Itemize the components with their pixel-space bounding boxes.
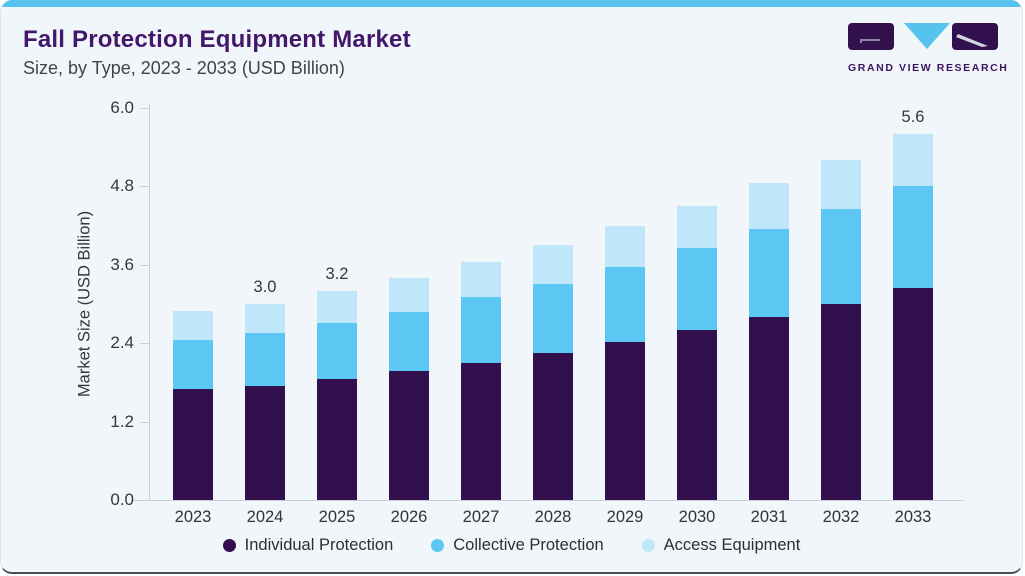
bar-segment-collective-protection: [173, 339, 213, 389]
bar-segment-individual-protection: [677, 330, 717, 500]
bar-segment-collective-protection: [461, 297, 501, 363]
x-tick-label: 2026: [390, 508, 428, 526]
bar-segment-collective-protection: [533, 284, 573, 353]
bar-segment-access-equipment: [533, 245, 573, 285]
page-subtitle: Size, by Type, 2023 - 2033 (USD Billion): [23, 58, 345, 78]
bar-segment-access-equipment: [821, 160, 861, 210]
x-tick-label: 2024: [246, 508, 284, 526]
bar-segment-individual-protection: [893, 287, 933, 500]
legend-item-access-equipment: Access Equipment: [641, 536, 801, 555]
x-axis-line: [131, 500, 964, 501]
legend-dot-icon: [431, 539, 445, 552]
x-tick-label: 2025: [318, 508, 356, 526]
bar-segment-access-equipment: [605, 225, 645, 267]
legend-item-collective-protection: Collective Protection: [431, 536, 604, 555]
y-tick-mark: [140, 500, 149, 501]
bar-segment-access-equipment: [245, 304, 285, 334]
y-axis-line: [149, 103, 150, 500]
y-tick-label: 2.4: [110, 333, 134, 353]
page-title: Fall Protection Equipment Market: [23, 26, 411, 53]
bar-segment-individual-protection: [749, 317, 789, 500]
bar-segment-individual-protection: [317, 379, 357, 500]
x-tick-label: 2033: [894, 508, 932, 526]
y-tick-label: 4.8: [110, 176, 134, 196]
bar-segment-access-equipment: [461, 261, 501, 298]
gvr-logo-icon: [848, 23, 998, 50]
legend-label: Access Equipment: [663, 536, 801, 554]
bar-segment-access-equipment: [677, 206, 717, 249]
y-tick-mark: [140, 343, 149, 345]
bar-segment-access-equipment: [173, 310, 213, 340]
bar-segment-collective-protection: [245, 333, 285, 386]
bar-segment-collective-protection: [893, 186, 933, 288]
bar-segment-access-equipment: [389, 277, 429, 312]
bar-segment-access-equipment: [749, 183, 789, 229]
y-tick-label: 1.2: [110, 411, 134, 431]
legend: Individual Protection Collective Protecti…: [1, 536, 1022, 555]
accent-top-strip: [1, 0, 1022, 7]
x-tick-label: 2032: [822, 508, 860, 526]
bar-segment-collective-protection: [821, 209, 861, 304]
bar-segment-access-equipment: [893, 134, 933, 187]
bar-segment-individual-protection: [605, 341, 645, 500]
x-tick-label: 2029: [606, 508, 644, 526]
y-tick-label: 0.0: [110, 490, 134, 509]
y-axis-title: Market Size (USD Billion): [75, 210, 94, 398]
y-tick-mark: [140, 186, 149, 188]
bar-segment-individual-protection: [245, 385, 285, 500]
plot-area: 3.0 3.2 5.6: [149, 108, 963, 500]
legend-label: Individual Protection: [244, 536, 394, 554]
grand-view-research-logo: GRAND VIEW RESEARCH: [848, 22, 1009, 74]
y-tick-mark: [140, 264, 149, 266]
y-tick-mark: [140, 108, 149, 109]
bar-total-label: 3.0: [253, 278, 277, 296]
bar-segment-access-equipment: [317, 290, 357, 323]
bar-segment-individual-protection: [173, 388, 213, 500]
bar-segment-individual-protection: [461, 362, 501, 500]
bar-total-label: 3.2: [325, 264, 349, 283]
x-tick-label: 2030: [678, 508, 716, 526]
legend-dot-icon: [222, 539, 236, 552]
x-tick-label: 2027: [462, 508, 500, 526]
bar-segment-collective-protection: [749, 228, 789, 318]
bar-segment-collective-protection: [317, 322, 357, 380]
y-tick-label: 6.0: [110, 98, 134, 117]
x-tick-label: 2023: [174, 508, 212, 526]
bar-segment-collective-protection: [677, 248, 717, 331]
y-tick-label: 3.6: [110, 254, 134, 274]
bar-segment-collective-protection: [389, 311, 429, 372]
bar-segment-individual-protection: [389, 371, 429, 500]
legend-item-individual-protection: Individual Protection: [222, 536, 394, 555]
bar-segment-collective-protection: [605, 266, 645, 342]
y-tick-mark: [140, 421, 149, 423]
logo-text: GRAND VIEW RESEARCH: [848, 62, 1009, 74]
legend-label: Collective Protection: [453, 536, 604, 554]
bar-segment-individual-protection: [821, 304, 861, 500]
x-tick-label: 2028: [534, 508, 572, 526]
x-tick-label: 2031: [750, 508, 788, 526]
bar-total-label: 5.6: [901, 108, 925, 127]
legend-dot-icon: [641, 539, 655, 552]
bar-segment-individual-protection: [533, 353, 573, 500]
